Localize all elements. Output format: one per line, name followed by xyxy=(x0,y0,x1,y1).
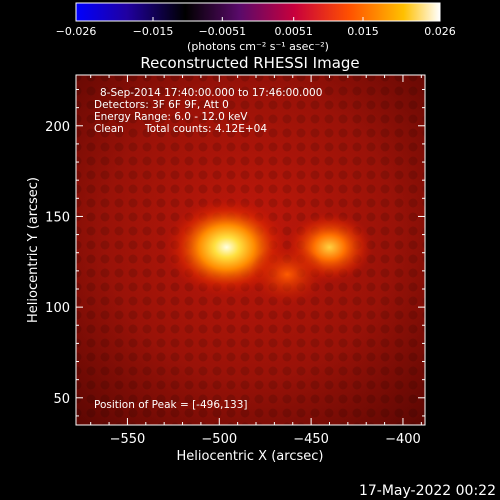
annotation-time-range: 8-Sep-2014 17:40:00.000 to 17:46:00.000 xyxy=(100,87,322,99)
colorbar-tick-label: −0.0051 xyxy=(198,25,246,38)
x-tick-label: −450 xyxy=(293,432,329,447)
annotation-peak-position: Position of Peak = [-496,133] xyxy=(94,399,248,411)
y-axis-ticks: 50 100 150 200 xyxy=(45,89,425,417)
y-axis-label: Heliocentric Y (arcsec) xyxy=(26,177,41,323)
colorbar-tick-label: 0.0051 xyxy=(274,25,313,38)
y-tick-label: 200 xyxy=(45,120,70,135)
image-annotations: 8-Sep-2014 17:40:00.000 to 17:46:00.000 … xyxy=(94,87,322,411)
colorbar-tick-label: −0.026 xyxy=(56,25,97,38)
colorbar-unit-label: (photons cm⁻² s⁻¹ asec⁻²) xyxy=(187,40,329,53)
x-axis-ticks: −550 −500 −450 −400 xyxy=(90,75,422,447)
y-tick-label: 150 xyxy=(45,210,70,225)
annotation-detectors: Detectors: 3F 6F 9F, Att 0 xyxy=(94,99,229,111)
y-tick-label: 50 xyxy=(53,392,70,407)
emission-sources xyxy=(164,197,374,305)
x-tick-label: −550 xyxy=(110,432,146,447)
colorbar-ticks: −0.026 −0.015 −0.0051 0.0051 0.015 0.026 xyxy=(56,17,456,38)
colorbar-tick-label: 0.026 xyxy=(424,25,456,38)
date-stamp: 17-May-2022 00:22 xyxy=(359,483,496,499)
x-tick-label: −500 xyxy=(201,432,237,447)
plot-frame xyxy=(75,74,426,426)
x-axis-label: Heliocentric X (arcsec) xyxy=(177,449,324,464)
annotation-energy-range: Energy Range: 6.0 - 12.0 keV xyxy=(94,111,248,123)
colorbar: −0.026 −0.015 −0.0051 0.0051 0.015 0.026 (pho… xyxy=(56,2,456,53)
annotation-method: Clean xyxy=(94,123,124,135)
colorbar-tick-label: −0.015 xyxy=(133,25,174,38)
annotation-total-counts: Total counts: 4.12E+04 xyxy=(144,123,267,135)
colorbar-gradient xyxy=(75,2,441,22)
colorbar-tick-label: 0.015 xyxy=(347,25,379,38)
x-tick-label: −400 xyxy=(385,432,421,447)
image-area xyxy=(76,75,425,425)
chart-title: Reconstructed RHESSI Image xyxy=(140,54,359,72)
emission-source xyxy=(249,244,326,305)
y-tick-label: 100 xyxy=(45,301,70,316)
